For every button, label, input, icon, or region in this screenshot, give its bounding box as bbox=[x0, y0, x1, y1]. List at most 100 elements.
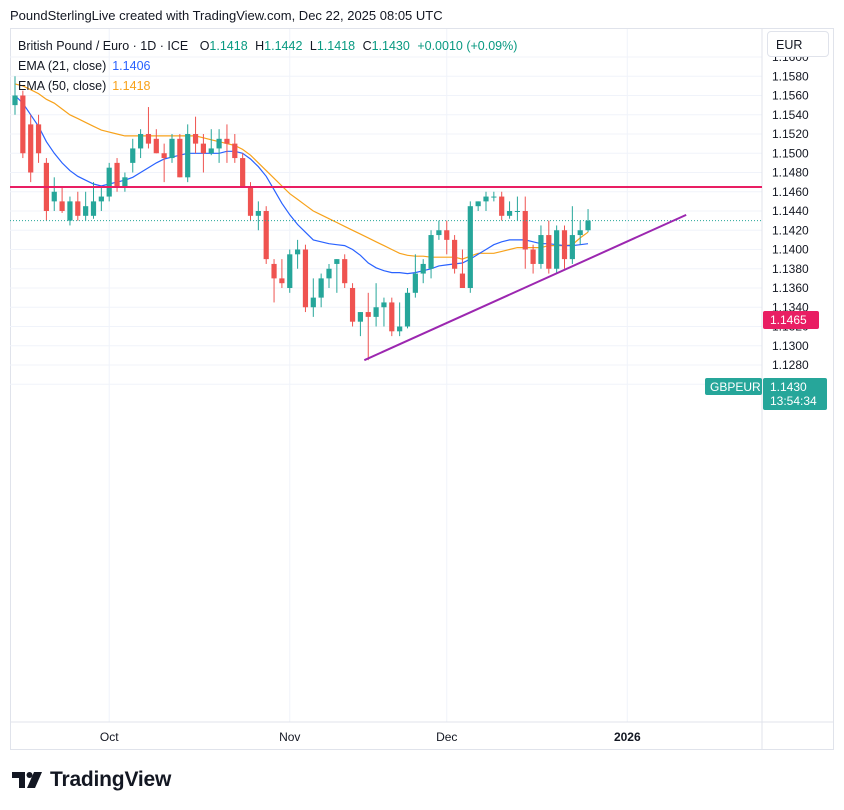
candle-down bbox=[59, 186, 65, 213]
candle-body bbox=[20, 95, 26, 154]
candle-body bbox=[169, 138, 175, 159]
candle-up bbox=[475, 201, 481, 211]
candle-body bbox=[381, 302, 387, 308]
ema50-legend-row[interactable]: EMA (50, close) 1.1418 bbox=[18, 76, 517, 96]
candle-down bbox=[349, 283, 356, 327]
ema21-value: 1.1406 bbox=[112, 59, 151, 73]
ema50-line bbox=[14, 83, 589, 260]
time-axis[interactable]: Oct Nov Dec 2026 bbox=[10, 721, 833, 744]
candle-down bbox=[365, 292, 371, 361]
open-value: 1.1418 bbox=[209, 39, 248, 53]
candle-up bbox=[412, 254, 418, 298]
candle-down bbox=[546, 220, 552, 274]
candle-body bbox=[232, 143, 238, 159]
tradingview-logo: TradingView bbox=[12, 768, 171, 792]
candle-body bbox=[506, 211, 513, 216]
candle-body bbox=[302, 249, 309, 308]
candle-body bbox=[554, 230, 560, 269]
attribution-header: PoundSterlingLive created with TradingVi… bbox=[10, 8, 443, 23]
candle-body bbox=[271, 263, 277, 279]
candle-body bbox=[287, 254, 293, 288]
close-value: 1.1430 bbox=[371, 39, 410, 53]
price-tick-label: 1.1460 bbox=[772, 185, 809, 199]
symbol-title[interactable]: British Pound / Euro · 1D · ICE bbox=[18, 39, 189, 53]
candle-down bbox=[161, 143, 167, 183]
candle-down bbox=[177, 134, 183, 178]
price-axis[interactable]: 1.12601.12801.13001.13201.13401.13601.13… bbox=[761, 29, 809, 749]
candle-body bbox=[499, 196, 505, 216]
currency-button[interactable]: EUR bbox=[767, 31, 829, 57]
candle-body bbox=[51, 191, 57, 202]
candle-body bbox=[106, 167, 112, 197]
price-tick-label: 1.1400 bbox=[772, 243, 809, 257]
candle-up bbox=[569, 206, 575, 264]
candle-up bbox=[83, 191, 89, 221]
candle-down bbox=[75, 191, 81, 221]
candle-up bbox=[428, 230, 434, 279]
ema21-legend-row[interactable]: EMA (21, close) 1.1406 bbox=[18, 56, 517, 76]
low-value: 1.1418 bbox=[316, 39, 356, 53]
price-tick-label: 1.1500 bbox=[772, 146, 809, 160]
candle-body bbox=[192, 134, 199, 144]
candle-body bbox=[240, 158, 246, 187]
candle-up bbox=[130, 138, 136, 173]
candle-up bbox=[538, 225, 544, 269]
candle-body bbox=[295, 249, 301, 255]
price-tick-label: 1.1360 bbox=[772, 281, 809, 295]
candle-up bbox=[67, 196, 73, 226]
symbol-legend-row: British Pound / Euro · 1D · ICE O1.1418 … bbox=[18, 36, 517, 56]
candle-body bbox=[279, 278, 285, 284]
candle-up bbox=[12, 76, 18, 115]
candle-body bbox=[247, 186, 254, 216]
candle-body bbox=[530, 249, 536, 264]
candle-down bbox=[499, 191, 505, 221]
candle-down bbox=[240, 153, 246, 187]
price-tick-label: 1.1380 bbox=[772, 262, 809, 276]
candle-up bbox=[585, 209, 591, 233]
candle-up bbox=[318, 273, 324, 308]
ema21-line bbox=[14, 95, 589, 275]
candle-body bbox=[452, 239, 458, 269]
candle-body bbox=[436, 230, 442, 236]
price-tick-label: 1.1520 bbox=[772, 127, 809, 141]
candle-down bbox=[192, 116, 199, 154]
bar-countdown-label: 13:54:34 bbox=[770, 394, 817, 408]
tradingview-logo-icon bbox=[12, 772, 42, 788]
candle-down bbox=[452, 235, 458, 274]
candle-body bbox=[420, 263, 426, 274]
candle-body bbox=[90, 201, 97, 216]
candle-up bbox=[255, 201, 261, 231]
open-label: O bbox=[199, 39, 210, 53]
candle-down bbox=[200, 134, 206, 173]
candle-body bbox=[310, 297, 316, 308]
candle-body bbox=[357, 312, 363, 322]
resistance-tag-bg bbox=[763, 311, 819, 329]
close-label: C bbox=[362, 39, 372, 53]
candle-down bbox=[145, 107, 152, 149]
drawings-layer[interactable] bbox=[10, 185, 762, 362]
candle-body bbox=[35, 124, 42, 154]
candle-body bbox=[12, 95, 18, 106]
candle-body bbox=[28, 124, 34, 173]
candle-body bbox=[224, 138, 230, 144]
symbol-tag-label: GBPEUR bbox=[710, 380, 761, 394]
candle-body bbox=[59, 201, 65, 211]
resistance-tag-label: 1.1465 bbox=[770, 313, 807, 327]
candle-up bbox=[483, 191, 489, 211]
candle-body bbox=[444, 230, 450, 240]
candle-up bbox=[122, 172, 128, 192]
candle-down bbox=[224, 124, 230, 163]
candle-down bbox=[522, 196, 528, 269]
candle-body bbox=[153, 138, 159, 154]
candle-body bbox=[475, 201, 481, 207]
candle-body bbox=[585, 220, 591, 231]
last-price-tag-bg bbox=[763, 378, 827, 410]
candle-down bbox=[342, 254, 348, 288]
candle-body bbox=[138, 134, 144, 149]
price-chart[interactable]: 1.12601.12801.13001.13201.13401.13601.13… bbox=[0, 0, 844, 760]
candle-down bbox=[561, 225, 568, 269]
candle-up bbox=[436, 220, 442, 240]
candle-up bbox=[90, 182, 97, 219]
candle-body bbox=[177, 138, 183, 178]
price-tick-label: 1.1280 bbox=[772, 358, 809, 372]
